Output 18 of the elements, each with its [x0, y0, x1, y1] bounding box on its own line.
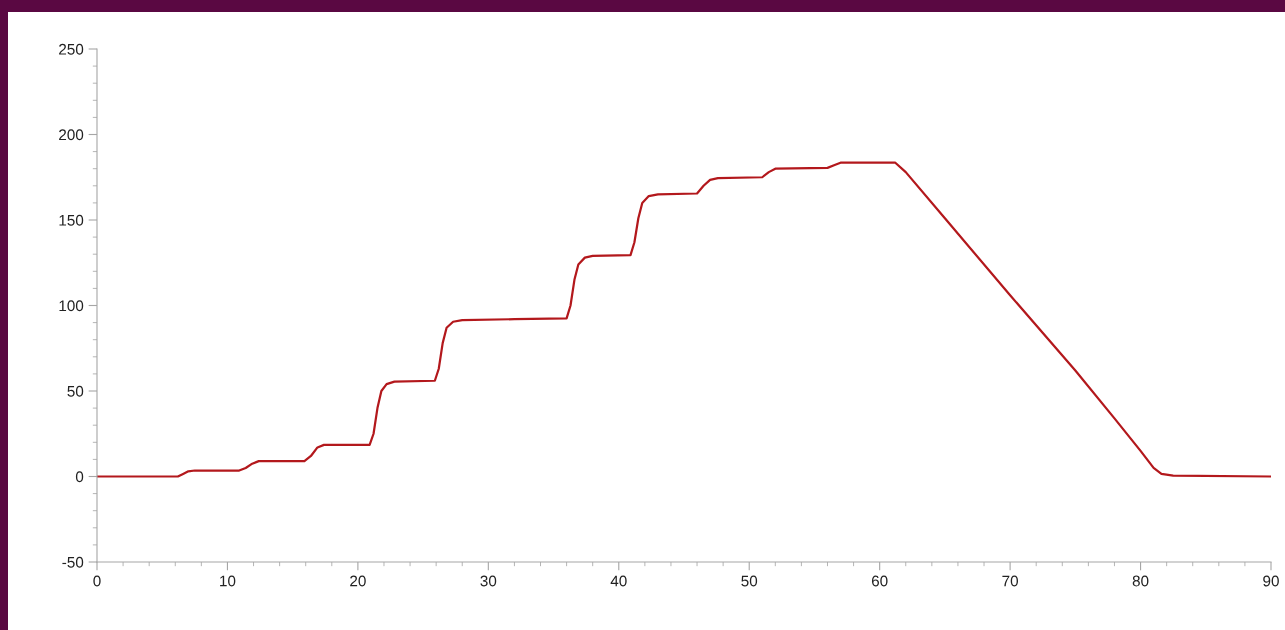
- x-tick-label: 90: [1263, 575, 1279, 587]
- y-tick-label: 50: [67, 385, 84, 397]
- x-tick-label: 50: [741, 575, 758, 587]
- x-tick-label: 10: [220, 575, 236, 587]
- y-tick-label: 250: [59, 43, 84, 55]
- x-tick-label: 60: [871, 575, 888, 587]
- line-series: [97, 161, 1271, 478]
- x-tick-label: 40: [610, 575, 627, 587]
- x-tick-label: 0: [93, 575, 101, 587]
- y-tick-label: 0: [75, 471, 84, 483]
- x-tick-label: 80: [1132, 575, 1149, 587]
- y-tick-label: 100: [59, 300, 84, 312]
- y-tick-label: 200: [59, 129, 84, 141]
- y-tick-label: 150: [59, 214, 84, 226]
- x-tick-label: 20: [350, 575, 366, 587]
- x-tick-label: 30: [480, 575, 497, 587]
- y-tick-label: -50: [62, 556, 84, 568]
- x-tick-label: 70: [1002, 575, 1019, 587]
